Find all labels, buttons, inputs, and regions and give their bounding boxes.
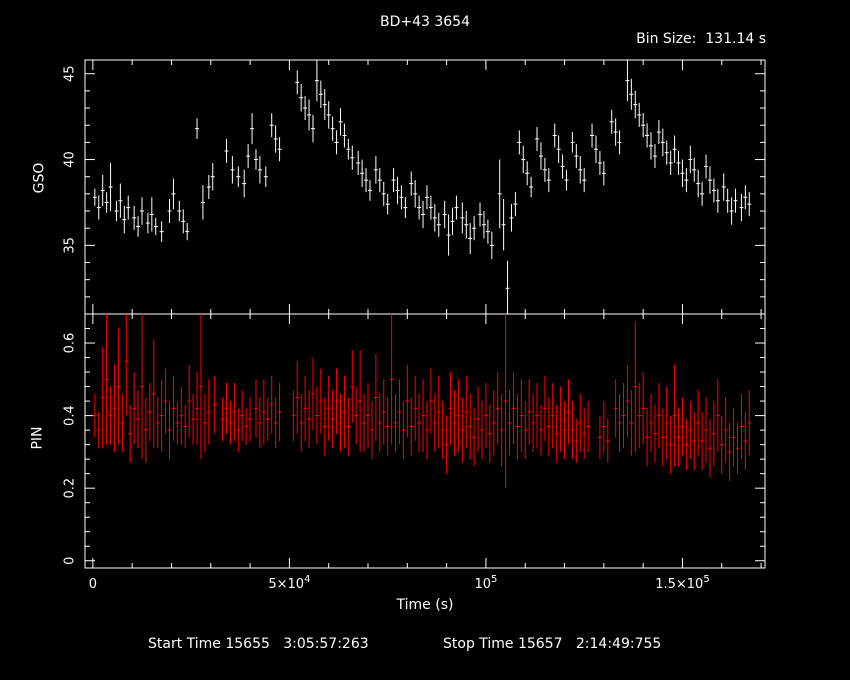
gso-axis-label: GSO	[31, 162, 48, 194]
start-time-label: Start Time 15655 3:05:57:263	[148, 636, 369, 652]
y-tick-label: 40	[63, 151, 78, 168]
y-tick-label: 0.4	[63, 405, 78, 426]
y-tick-label: 0.6	[63, 333, 78, 354]
y-tick-label: 35	[63, 237, 78, 254]
x-tick-label: 105	[474, 574, 497, 592]
x-tick-label: 0	[89, 577, 97, 592]
x-tick-label: 1.5×105	[655, 574, 709, 592]
bin-size-label: Bin Size: 131.14 s	[636, 31, 766, 47]
y-tick-label: 0	[63, 557, 78, 565]
gso-frame	[84, 59, 766, 315]
pin-axis-label: PIN	[29, 426, 46, 450]
chart-title: BD+43 3654	[379, 14, 470, 30]
y-tick-label: 0.2	[63, 478, 78, 499]
pin-frame	[84, 313, 766, 569]
x-tick-label: 5×104	[268, 574, 310, 592]
stop-time-label: Stop Time 15657 2:14:49:755	[443, 636, 662, 652]
gso-panel: 35 40 45	[63, 59, 766, 315]
pin-panel: 0 0.2 0.4 0.6 0 5×104 105 1.5×105	[63, 313, 766, 592]
y-tick-label: 45	[63, 65, 78, 82]
x-axis-label: Time (s)	[396, 597, 454, 613]
